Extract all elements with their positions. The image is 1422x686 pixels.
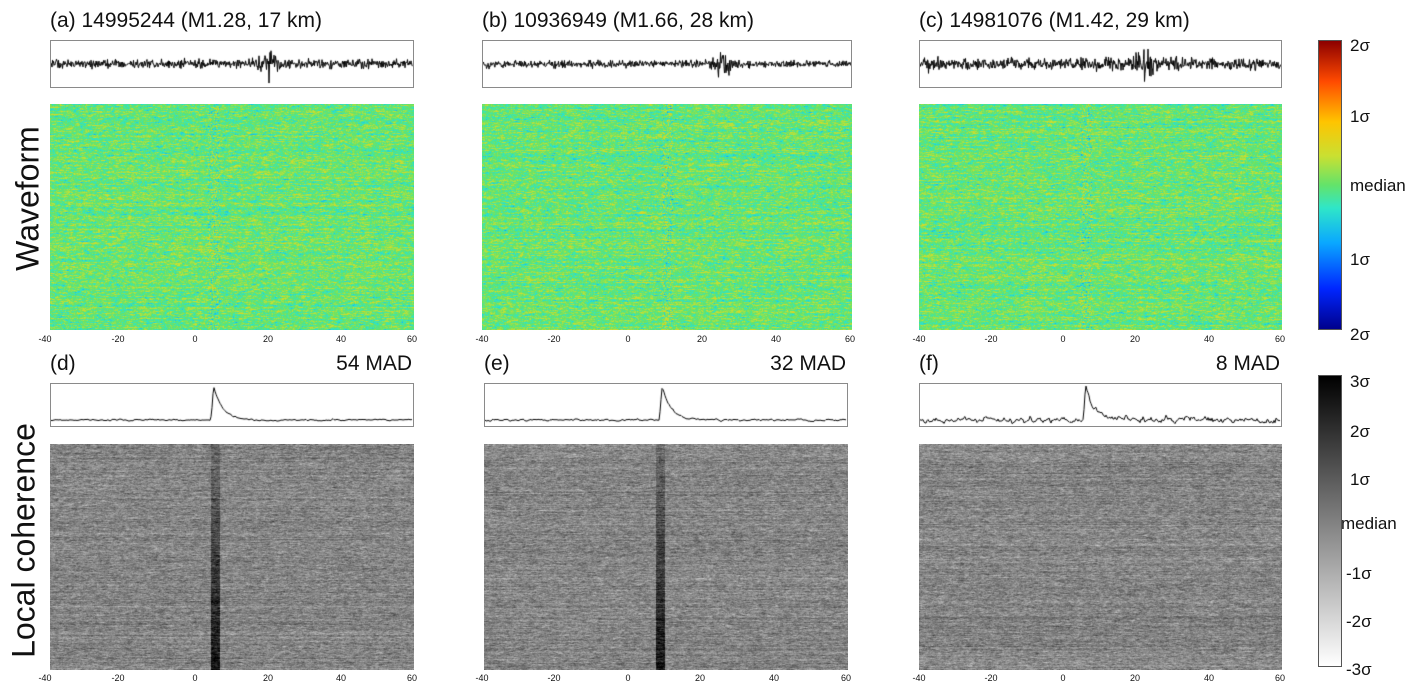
x-tick: 40 [1203,334,1214,344]
coherence-colorbar-label: -2σ [1346,612,1372,631]
x-tick: 20 [1129,673,1140,683]
x-tick: -20 [547,334,561,344]
x-tick: -40 [38,334,52,344]
panel-b-trace [482,40,852,88]
panel-d-heatmap [50,444,414,670]
panel-f-trace [919,383,1282,427]
x-tick: -40 [912,334,926,344]
coherence-colorbar-label: -3σ [1346,660,1372,679]
x-tick: 20 [1129,334,1140,344]
waveform-colorbar-label: median [1350,176,1406,195]
panel-a-x-ticks: -40 -20 0 20 40 60 [38,334,417,346]
panel-c-title: (c) 14981076 (M1.42, 29 km) [919,9,1190,32]
panel-f-title: (f) [919,352,939,375]
x-tick: -20 [111,334,125,344]
panel-b-x-ticks: -40 -20 0 20 40 60 [475,334,855,346]
x-tick: 20 [262,673,273,683]
x-tick: -20 [111,673,125,683]
panel-e-trace [484,383,848,427]
x-tick: 60 [1274,673,1285,683]
x-tick: 0 [1060,673,1066,683]
panel-e-mad: 32 MAD [770,352,846,375]
panel-a-heatmap [50,104,414,330]
x-tick: -20 [984,334,998,344]
panel-f-heatmap [919,444,1282,670]
coherence-colorbar [1318,375,1342,667]
x-tick: 60 [840,673,851,683]
x-tick: 40 [770,334,781,344]
x-tick: -40 [912,673,926,683]
x-tick: 0 [1060,334,1066,344]
x-tick: -40 [38,673,52,683]
panel-b-heatmap [482,104,852,330]
coherence-colorbar-label: -1σ [1346,564,1372,583]
x-tick: 40 [768,673,779,683]
panel-b-title: (b) 10936949 (M1.66, 28 km) [482,9,754,32]
panel-a-title: (a) 14995244 (M1.28, 17 km) [50,9,322,32]
panel-e-heatmap [484,444,848,670]
x-tick: -20 [984,673,998,683]
panel-c-heatmap [919,104,1282,330]
waveform-colorbar-label: 2σ [1350,325,1370,344]
waveform-colorbar-label: 1σ [1350,250,1370,269]
panel-a-trace [50,40,414,88]
x-tick: 40 [1203,673,1214,683]
row-label-local-coherence: Local coherence [5,423,42,658]
waveform-colorbar-label: 2σ [1350,36,1370,55]
x-tick: 60 [1274,334,1285,344]
x-tick: 60 [844,334,855,344]
coherence-colorbar-label: median [1341,514,1397,533]
x-tick: 0 [625,334,631,344]
panel-c-x-ticks: -40 -20 0 20 40 60 [912,334,1285,346]
x-tick: -20 [547,673,561,683]
panel-e-x-ticks: -40 -20 0 20 40 60 [475,673,851,685]
waveform-colorbar [1318,40,1342,330]
x-tick: 0 [192,673,198,683]
x-tick: -40 [475,334,489,344]
coherence-colorbar-label: 1σ [1350,470,1370,489]
panel-f-mad: 8 MAD [1215,352,1280,375]
panel-d-x-ticks: -40 -20 0 20 40 60 [38,673,417,685]
x-tick: 40 [335,673,346,683]
waveform-colorbar-label: 1σ [1350,107,1370,126]
x-tick: -40 [475,673,489,683]
panel-d-title: (d) [50,352,76,375]
panel-c-trace [919,40,1282,88]
x-tick: 0 [192,334,198,344]
panel-f-x-ticks: -40 -20 0 20 40 60 [912,673,1285,685]
x-tick: 40 [335,334,346,344]
panel-d-trace [50,383,414,427]
x-tick: 60 [406,673,417,683]
row-label-waveform: Waveform [9,126,46,271]
coherence-colorbar-label: 3σ [1350,372,1370,391]
x-tick: 60 [406,334,417,344]
x-tick: 20 [696,334,707,344]
x-tick: 20 [262,334,273,344]
panel-d-mad: 54 MAD [336,352,412,375]
coherence-colorbar-label: 2σ [1350,422,1370,441]
panel-e-title: (e) [484,352,510,375]
x-tick: 0 [625,673,631,683]
x-tick: 20 [694,673,705,683]
